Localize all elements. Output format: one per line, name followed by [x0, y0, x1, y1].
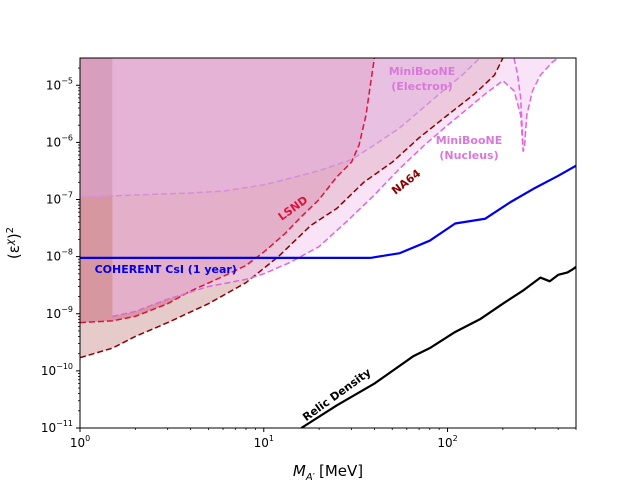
label-mbe2: (Electron)	[391, 80, 452, 93]
na64-curve	[80, 58, 504, 359]
y-tick-label: 10−11	[41, 419, 73, 435]
x-axis-label: MA′ [MeV]	[293, 462, 363, 480]
miniboone-nucleus-upper-curve	[513, 58, 524, 152]
y-tick-label: 10−9	[46, 305, 73, 321]
x-axis-label-sub: A′	[305, 472, 316, 480]
x-axis-ticks: 100 101 102	[70, 428, 577, 450]
y-axis-label-main: (ε	[5, 245, 23, 259]
label-mbn1: MiniBooNE	[436, 134, 503, 147]
y-axis-ticks: 10−11 10−10 10−9 10−8 10−7 10−6 10−5	[41, 67, 80, 435]
label-mbn2: (Nucleus)	[439, 149, 498, 162]
x-tick-label: 102	[437, 434, 457, 450]
miniboone-nucleus-curve	[112, 58, 559, 318]
y-tick-label: 10−7	[46, 191, 73, 207]
y-axis-label-tail: )	[5, 233, 23, 239]
x-axis-label-unit: [MeV]	[319, 462, 363, 480]
lsnd-curve	[80, 58, 376, 324]
x-axis-label-main: M	[293, 462, 306, 480]
plot-frame	[79, 57, 577, 429]
label-coherent: COHERENT CsI (1 year)	[95, 263, 237, 276]
y-tick-label: 10−10	[41, 362, 73, 378]
y-axis-label-pow: 2	[5, 227, 16, 233]
x-tick-label: 100	[70, 434, 90, 450]
y-tick-label: 10−5	[46, 76, 73, 92]
y-axis-label: (εχ)2	[5, 227, 23, 259]
limit-curves	[80, 58, 576, 428]
miniboone-nucleus-region	[112, 58, 559, 317]
y-tick-label: 10−6	[46, 133, 73, 149]
miniboone-electron-curve	[80, 58, 481, 198]
y-axis-label-sup: χ	[5, 238, 16, 246]
label-mbe1: MiniBooNE	[389, 65, 456, 78]
y-tick-label: 10−8	[46, 248, 73, 264]
x-tick-label: 101	[254, 434, 274, 450]
relic-density-curve	[300, 266, 576, 428]
coherent-csi-1-year-curve	[80, 164, 576, 259]
